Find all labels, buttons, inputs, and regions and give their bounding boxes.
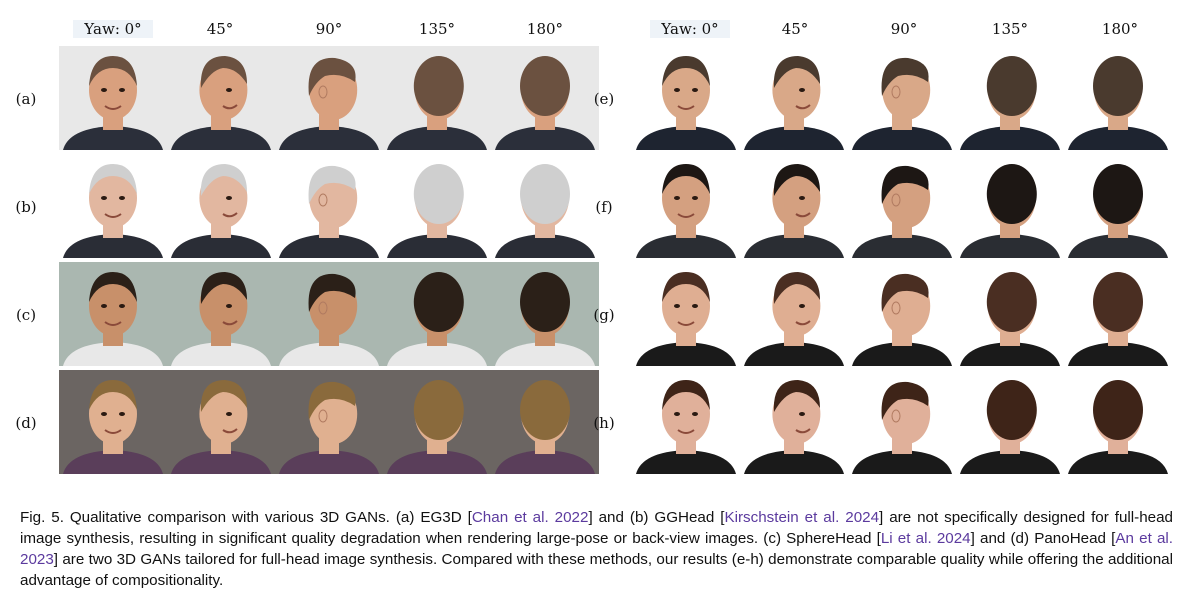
render-tile-a-4 — [491, 46, 599, 150]
yaw-label-right_panel-3: 135° — [991, 20, 1029, 38]
render-tile-a-1 — [167, 46, 275, 150]
render-tile-a-3 — [383, 46, 491, 150]
citation-link-li[interactable]: Li et al. 2024 — [880, 530, 971, 547]
render-tile-h-2 — [848, 370, 956, 474]
yaw-label-right_panel-1: 45° — [781, 20, 809, 38]
yaw-label-right_panel-2: 90° — [890, 20, 918, 38]
citation-link-kirschstein[interactable]: Kirschstein et al. 2024 — [724, 509, 880, 526]
yaw-label-right_panel-0: Yaw: 0° — [650, 20, 730, 38]
figure-5: Yaw: 0° 45° 90° 135° 180° (a) (b) (c) (d) Yaw: 0°… — [15, 20, 1172, 474]
caption-text: ] and (b) GGHead [ — [588, 509, 725, 526]
yaw-label-left_panel-3: 135° — [418, 20, 456, 38]
render-tile-a-0 — [59, 46, 167, 150]
render-tile-c-2 — [275, 262, 383, 366]
row-label-f: (f) — [595, 198, 613, 216]
render-tile-d-3 — [383, 370, 491, 474]
render-tile-c-0 — [59, 262, 167, 366]
caption-text: ] are not specifically designed for full… — [20, 509, 1173, 547]
render-tile-e-0 — [632, 46, 740, 150]
render-tile-b-2 — [275, 154, 383, 258]
render-tile-f-1 — [740, 154, 848, 258]
render-tile-h-1 — [740, 370, 848, 474]
render-tile-f-2 — [848, 154, 956, 258]
yaw-label-left_panel-2: 90° — [315, 20, 343, 38]
row-label-b: (b) — [15, 198, 37, 216]
yaw-label-left_panel-1: 45° — [206, 20, 234, 38]
render-tile-g-0 — [632, 262, 740, 366]
render-tile-d-4 — [491, 370, 599, 474]
caption-text: ] are two 3D GANs tailored for full-head… — [20, 551, 1173, 589]
row-label-g: (g) — [593, 306, 615, 324]
render-tile-d-1 — [167, 370, 275, 474]
render-tile-g-3 — [956, 262, 1064, 366]
render-tile-e-4 — [1064, 46, 1172, 150]
render-tile-g-2 — [848, 262, 956, 366]
row-label-a: (a) — [15, 90, 37, 108]
render-tile-f-0 — [632, 154, 740, 258]
render-tile-h-3 — [956, 370, 1064, 474]
render-tile-d-0 — [59, 370, 167, 474]
caption-text: ] and (d) PanoHead [ — [970, 530, 1116, 547]
render-tile-d-2 — [275, 370, 383, 474]
figure-caption: Fig. 5. Qualitative comparison with vari… — [20, 507, 1173, 591]
render-tile-b-3 — [383, 154, 491, 258]
render-tile-c-1 — [167, 262, 275, 366]
citation-link-an[interactable]: An et al. 2023 — [20, 530, 1173, 568]
row-label-e: (e) — [593, 90, 615, 108]
row-label-d: (d) — [15, 414, 37, 432]
caption-text: Fig. 5. Qualitative comparison with vari… — [20, 509, 472, 526]
render-tile-e-1 — [740, 46, 848, 150]
render-tile-c-3 — [383, 262, 491, 366]
render-tile-h-4 — [1064, 370, 1172, 474]
render-tile-a-2 — [275, 46, 383, 150]
render-tile-h-0 — [632, 370, 740, 474]
yaw-label-left_panel-4: 180° — [526, 20, 564, 38]
render-tile-b-0 — [59, 154, 167, 258]
row-label-c: (c) — [15, 306, 37, 324]
render-tile-g-1 — [740, 262, 848, 366]
render-tile-f-3 — [956, 154, 1064, 258]
citation-link-chan[interactable]: Chan et al. 2022 — [471, 509, 589, 526]
yaw-label-right_panel-4: 180° — [1101, 20, 1139, 38]
render-tile-b-4 — [491, 154, 599, 258]
render-tile-b-1 — [167, 154, 275, 258]
row-label-h: (h) — [593, 414, 615, 432]
render-tile-c-4 — [491, 262, 599, 366]
yaw-label-left_panel-0: Yaw: 0° — [73, 20, 153, 38]
render-tile-f-4 — [1064, 154, 1172, 258]
render-tile-e-3 — [956, 46, 1064, 150]
render-tile-g-4 — [1064, 262, 1172, 366]
render-tile-e-2 — [848, 46, 956, 150]
